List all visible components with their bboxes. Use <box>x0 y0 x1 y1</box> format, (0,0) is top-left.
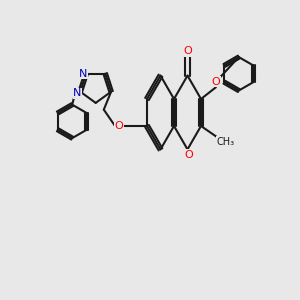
Text: N: N <box>79 69 87 79</box>
Text: CH₃: CH₃ <box>217 136 235 146</box>
Text: N: N <box>73 88 82 98</box>
Text: O: O <box>212 77 220 87</box>
Text: O: O <box>184 150 194 160</box>
Text: O: O <box>183 46 192 56</box>
Text: O: O <box>114 121 123 131</box>
